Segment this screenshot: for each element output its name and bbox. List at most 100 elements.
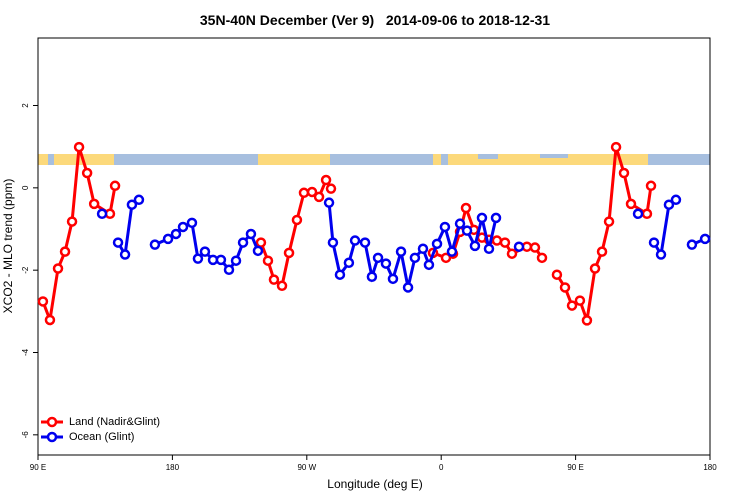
x-tick-label: 90 E [567,463,583,472]
data-point [655,249,667,260]
data-point [372,252,384,264]
data-point [417,243,429,255]
data-point [96,208,108,220]
data-point [252,245,264,257]
legend-label: Land (Nadir&Glint) [69,416,160,428]
data-point [686,239,698,250]
y-axis-label: XCO2 - MLO trend (ppm) [1,179,15,314]
data-point [262,255,274,266]
data-point [276,280,288,292]
data-point [112,237,124,248]
data-point [192,253,204,264]
land-band [258,154,330,165]
y-tick-label: -4 [21,348,30,356]
data-point [499,237,511,248]
data-point [313,191,325,203]
data-point [699,233,711,245]
y-tick-label: -2 [21,266,30,274]
x-axis-label: Longitude (deg E) [327,477,422,491]
data-point [645,180,657,192]
x-tick-label: 180 [703,463,717,472]
land-band [433,154,441,165]
plot-frame [37,37,711,456]
data-point [490,212,502,224]
data-point [170,228,182,240]
data-point [73,141,85,153]
y-tick-label: -6 [21,431,30,439]
data-point [334,269,346,280]
data-point [320,174,332,186]
data-point [119,249,131,260]
data-point [610,141,622,153]
data-point [81,167,93,179]
data-point [59,246,71,257]
data-point [446,246,458,257]
data-point [596,246,608,257]
x-tick-label: 90 W [297,463,316,472]
x-tick-label: 180 [166,463,180,472]
data-point [37,296,49,307]
data-point [298,187,310,199]
data-point [603,216,615,227]
data-point [513,241,525,252]
data-point [618,167,630,179]
data-point [245,228,257,240]
data-point [632,208,644,220]
legend-label: Ocean (Glint) [69,431,134,443]
data-point [491,235,503,246]
data-point [306,186,318,198]
data-point [149,239,161,250]
data-point [431,238,443,250]
data-point [387,273,399,285]
data-point [454,218,466,229]
data-point [670,194,682,206]
data-point [88,198,100,210]
data-point [469,240,481,252]
data-point [625,198,637,210]
data-point [283,247,295,259]
ocean-band [38,154,710,165]
data-point [133,194,145,206]
data-point [349,235,361,246]
land-band [448,154,648,165]
data-point [177,221,189,233]
land-band [38,154,48,165]
data-point [327,237,339,248]
data-point [439,221,451,233]
y-tick-label: 0 [21,185,30,190]
data-point [215,254,227,266]
data-point [230,255,242,266]
data-point [268,274,280,285]
data-point [589,263,601,274]
data-point [343,257,355,269]
data-point [66,216,78,227]
data-point [566,300,578,311]
data-point [536,252,548,264]
data-point [52,263,64,274]
data-point [162,233,174,245]
data-point [581,315,593,326]
data-point [186,217,198,229]
data-point [325,183,337,194]
data-point [574,295,586,306]
data-point [237,237,249,248]
data-point [359,237,371,248]
data-point [380,258,392,269]
data-point [223,264,235,276]
legend-marker [46,416,58,428]
data-point [109,180,121,192]
chart-title: 35N-40N December (Ver 9) 2014-09-06 to 2… [200,12,550,28]
data-point [323,197,335,208]
x-tick-label: 90 E [30,463,46,472]
ocean-band [478,154,498,159]
data-point [460,202,472,214]
data-point [402,282,414,293]
data-point [126,199,138,210]
data-point [663,199,675,210]
data-point [506,248,518,259]
x-tick-label: 0 [439,463,444,472]
series-line [555,146,653,321]
data-point [551,269,563,280]
data-point [255,237,267,248]
